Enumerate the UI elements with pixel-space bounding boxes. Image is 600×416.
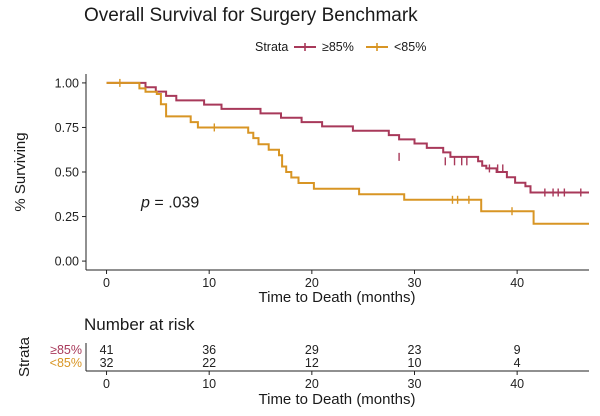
legend-label-lt85: <85% <box>394 40 426 54</box>
series-line-ge85 <box>106 81 589 194</box>
p-value-symbol: p <box>140 195 150 212</box>
risk-y-axis-title: Strata <box>16 336 33 377</box>
risk-table-title: Number at risk <box>84 315 195 334</box>
y-tick-label: 0.75 <box>55 121 79 135</box>
risk-row-label: <85% <box>50 356 82 370</box>
risk-x-tick-label: 30 <box>408 377 422 391</box>
risk-count: 23 <box>408 343 422 357</box>
legend-items: ≥85% <85% <box>294 40 426 54</box>
risk-count: 4 <box>514 356 521 370</box>
y-tick-label: 1.00 <box>55 76 79 90</box>
x-tick-label: 40 <box>510 276 524 290</box>
risk-count: 9 <box>514 343 521 357</box>
risk-x-tick-label: 20 <box>305 377 319 391</box>
risk-x-axis-title: Time to Death (months) <box>259 391 416 408</box>
x-tick-label: 30 <box>408 276 422 290</box>
risk-count: 29 <box>305 343 319 357</box>
x-tick-label: 20 <box>305 276 319 290</box>
y-tick-label: 0.25 <box>55 210 79 224</box>
risk-x-tick-label: 10 <box>202 377 216 391</box>
risk-count: 41 <box>100 343 114 357</box>
x-ticks: 0 10 20 30 40 <box>103 270 524 290</box>
y-tick-label: 0.50 <box>55 166 79 180</box>
p-value-text: = .039 <box>150 195 199 212</box>
series-layer <box>106 78 589 225</box>
y-ticks: 0.00 0.25 0.50 0.75 1.00 <box>55 76 86 269</box>
risk-count: 10 <box>408 356 422 370</box>
y-tick-label: 0.00 <box>55 255 79 269</box>
risk-x-tick-label: 0 <box>103 377 110 391</box>
y-axis-title: % Surviving <box>12 132 29 211</box>
risk-count: 12 <box>305 356 319 370</box>
legend-title: Strata <box>255 40 288 54</box>
risk-table: Number at risk Strata ≥85% 41 36 29 23 9 <85% 3… <box>16 315 589 408</box>
legend: Strata ≥85% <85% <box>255 40 426 54</box>
risk-row-label: ≥85% <box>50 343 82 357</box>
risk-x-tick-label: 40 <box>510 377 524 391</box>
x-tick-label: 10 <box>202 276 216 290</box>
risk-x-ticks: 0 10 20 30 40 <box>103 371 524 391</box>
risk-count: 32 <box>100 356 114 370</box>
legend-label-ge85: ≥85% <box>322 40 354 54</box>
x-axis-title: Time to Death (months) <box>259 289 416 306</box>
risk-rows: ≥85% 41 36 29 23 9 <85% 32 22 12 10 4 <box>50 343 521 370</box>
main-plot: 0.000.250.500.751.00 0 10 20 30 40 p = .039 … <box>12 74 589 306</box>
risk-count: 36 <box>202 343 216 357</box>
x-tick-label: 0 <box>103 276 110 290</box>
series-line-lt85 <box>106 81 589 225</box>
risk-count: 22 <box>202 356 216 370</box>
p-value-annotation: p = .039 <box>140 195 199 212</box>
chart-title: Overall Survival for Surgery Benchmark <box>84 5 418 26</box>
